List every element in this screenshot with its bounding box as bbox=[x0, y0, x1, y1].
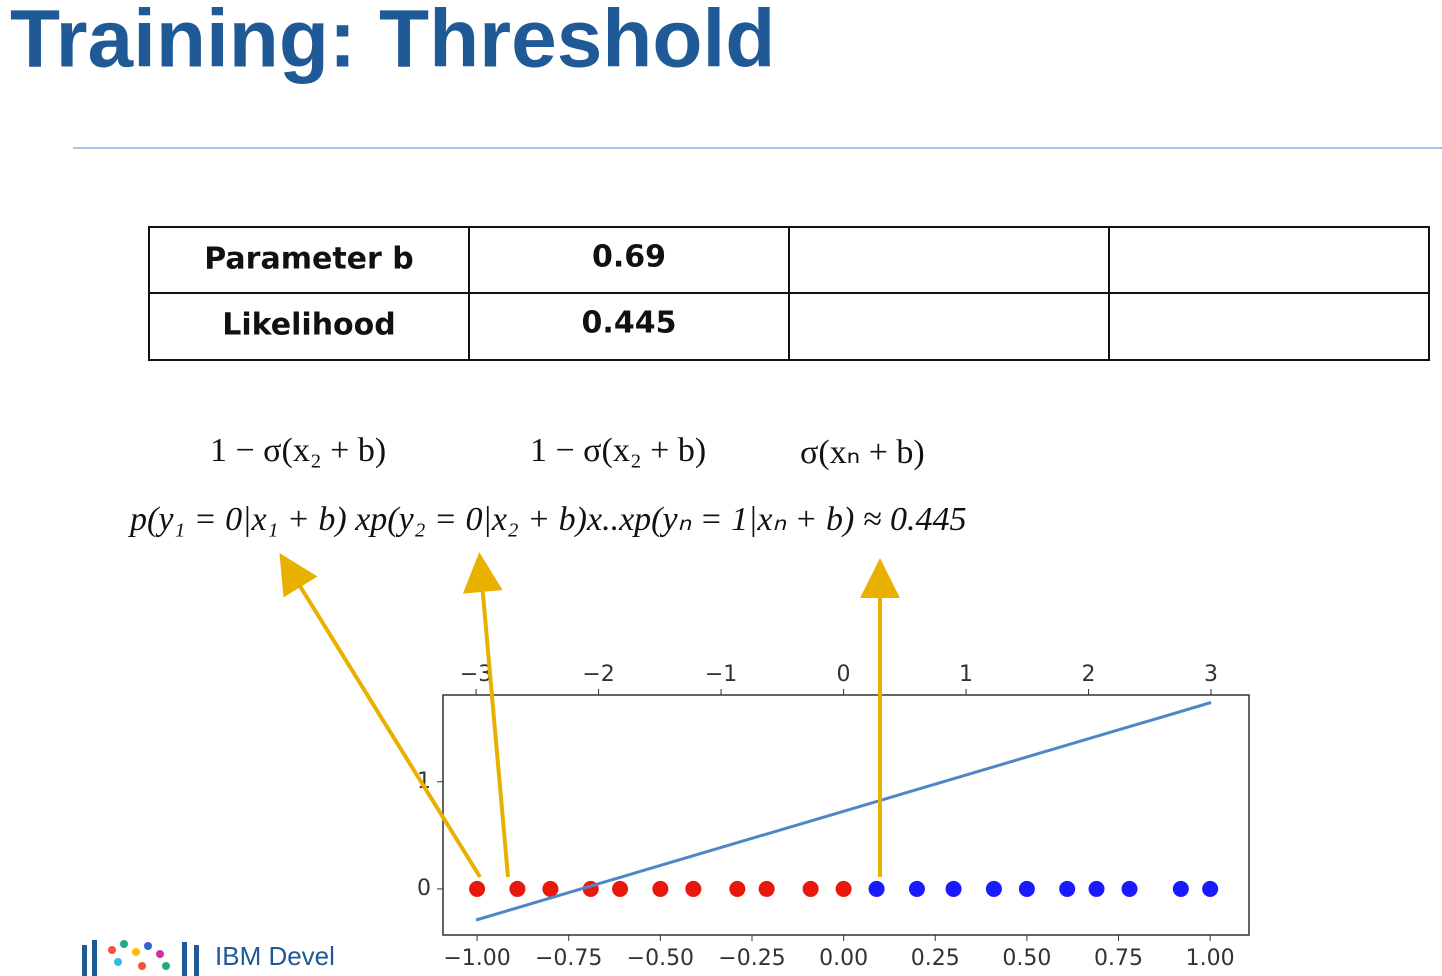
arrows bbox=[279, 552, 900, 879]
x-tick-label: 2 bbox=[1082, 662, 1096, 687]
data-point bbox=[509, 880, 526, 897]
y-tick-label: 0 bbox=[417, 876, 431, 901]
x-tick-label: −1.00 bbox=[443, 946, 510, 971]
x-tick-label: −2 bbox=[582, 662, 614, 687]
x-tick-label: −3 bbox=[460, 662, 492, 687]
line-series bbox=[475, 701, 1212, 922]
data-point bbox=[758, 880, 775, 897]
data-point bbox=[1018, 880, 1035, 897]
data-point bbox=[945, 880, 962, 897]
x-tick-label: 0.50 bbox=[1002, 946, 1051, 971]
chart: −1.00 −0.75 −0.50 −0.25 0.00 0.25 0.50 0.75 1.00… bbox=[417, 662, 1250, 971]
x-tick-label: 0.25 bbox=[911, 946, 960, 971]
data-point bbox=[835, 880, 852, 897]
data-point bbox=[908, 880, 925, 897]
data-point bbox=[868, 880, 885, 897]
data-point bbox=[1202, 880, 1219, 897]
data-point bbox=[1172, 880, 1189, 897]
footer-text: IBM Devel bbox=[215, 941, 335, 971]
annotation: 1 − σ(x₂ + b) bbox=[530, 432, 706, 469]
x-tick-label: 1 bbox=[959, 662, 973, 687]
data-point bbox=[729, 880, 746, 897]
table-cell: Likelihood bbox=[222, 308, 396, 343]
x-tick-label: 1.00 bbox=[1186, 946, 1235, 971]
annotation: σ(xₙ + b) bbox=[800, 434, 925, 471]
logo bbox=[82, 940, 199, 976]
x-tick-label: −0.25 bbox=[718, 946, 785, 971]
table-cell: 0.69 bbox=[592, 240, 666, 275]
x-tick-label: 0.00 bbox=[819, 946, 868, 971]
x-tick-label: 3 bbox=[1204, 662, 1218, 687]
annotation: 1 − σ(x₂ + b) bbox=[210, 432, 386, 469]
data-point bbox=[685, 880, 702, 897]
data-point bbox=[469, 880, 486, 897]
x-tick-label: 0.75 bbox=[1094, 946, 1143, 971]
y-tick-label: 1 bbox=[417, 769, 431, 794]
plot-frame bbox=[442, 694, 1250, 936]
data-point bbox=[652, 880, 669, 897]
equation: p(y₁ = 0|x₁ + b) xp(y₂ = 0|x₂ + b)x..xp(… bbox=[128, 501, 967, 538]
data-point bbox=[1121, 880, 1138, 897]
data-point bbox=[802, 880, 819, 897]
table-cell: Parameter b bbox=[204, 242, 413, 277]
x-tick-label: 0 bbox=[837, 662, 851, 687]
table-cell: 0.445 bbox=[582, 306, 677, 341]
x-tick-label: −1 bbox=[705, 662, 737, 687]
slide-title: Training: Threshold bbox=[10, 0, 775, 85]
data-point bbox=[612, 880, 629, 897]
data-point bbox=[1059, 880, 1076, 897]
data-point bbox=[1088, 880, 1105, 897]
x-tick-label: −0.75 bbox=[535, 946, 602, 971]
data-point bbox=[542, 880, 559, 897]
x-tick-label: −0.50 bbox=[627, 946, 694, 971]
table bbox=[148, 226, 1430, 361]
data-point bbox=[985, 880, 1002, 897]
